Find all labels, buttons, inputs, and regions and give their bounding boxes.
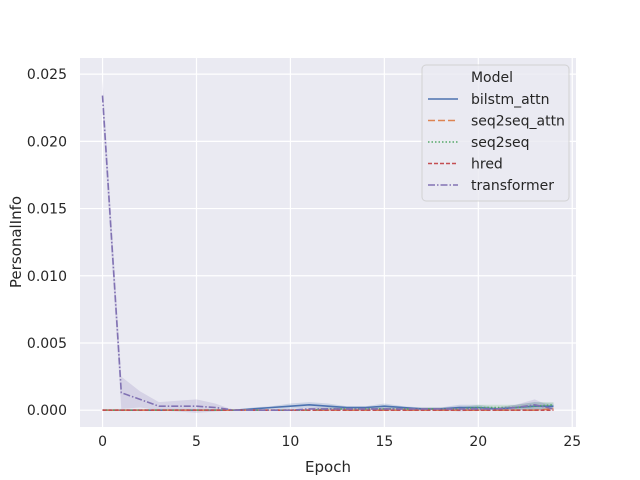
y-tick-label: 0.025 [27,67,67,83]
legend-label-bilstm_attn: bilstm_attn [471,92,550,108]
legend: Model bilstm_attn seq2seq_attn seq2seq hred… [421,64,570,202]
y-tick-label: 0.010 [27,269,67,285]
y-tick-label: 0.005 [27,336,67,352]
legend-label-seq2seq: seq2seq [471,135,530,151]
y-tick-label: 0.015 [27,202,67,218]
y-tick-label: 0.020 [27,134,67,150]
x-tick-label: 10 [282,434,300,450]
transformer-line [101,95,554,412]
legend-label-hred: hred [471,157,503,173]
legend-items: bilstm_attn seq2seq_attn seq2seq hred transf… [428,92,565,194]
x-tick-label: 5 [192,434,201,450]
series-lines [101,95,554,412]
x-tick-label: 0 [98,434,107,450]
legend-label-transformer: transformer [471,178,554,194]
x-axis-label: Epoch [305,458,351,476]
seq2seq-line [102,404,554,412]
x-tick-labels: 0 5 10 15 20 25 [98,434,581,450]
x-tick-label: 20 [469,434,487,450]
y-axis-label: PersonalInfo [7,196,25,288]
legend-title: Model [471,70,513,86]
legend-label-seq2seq_attn: seq2seq_attn [471,114,565,130]
legend-box [421,64,570,202]
x-tick-label: 25 [563,434,581,450]
x-tick-label: 15 [375,434,393,450]
y-tick-labels: 0.000 0.005 0.010 0.015 0.020 0.025 [27,67,67,419]
y-tick-label: 0.000 [27,403,67,419]
